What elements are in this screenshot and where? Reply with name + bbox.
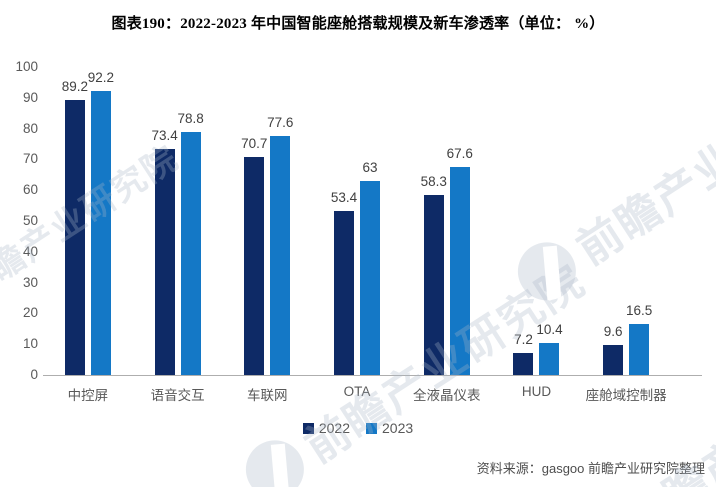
bar-2023-OTA: 63	[360, 160, 381, 375]
x-axis-label-全液晶仪表: 全液晶仪表	[412, 388, 481, 403]
x-axis-label-座舱域控制器: 座舱域控制器	[585, 388, 667, 403]
bar-value-label: 7.2	[514, 331, 533, 347]
bar-group-HUD: 7.2 10.4	[492, 67, 582, 375]
bar-value-label: 78.8	[177, 111, 204, 127]
bar-2023-语音交互: 78.8	[177, 111, 204, 375]
y-axis-tick-label: 40	[22, 243, 38, 259]
plot-area: 89.2 92.2 73.4 78.8 70.7 77.6 53.4 63 58.3 67.6 7.…	[43, 67, 671, 375]
legend-item-2023: 2023	[366, 420, 413, 436]
bar-2022-OTA: 53.4	[331, 190, 357, 375]
bar-2023-全液晶仪表: 67.6	[447, 146, 473, 375]
watermark-logo-icon	[234, 429, 316, 487]
bar-2023-中控屏: 92.2	[88, 70, 114, 375]
y-axis-tick-label: 30	[22, 274, 38, 290]
y-axis-tick-label: 20	[22, 305, 38, 321]
bar-group-语音交互: 73.4 78.8	[133, 67, 223, 375]
y-axis-tick-label: 50	[22, 213, 38, 228]
chart-title: 图表190：2022-2023 年中国智能座舱搭载规模及新车渗透率（单位： %）	[111, 16, 605, 32]
bar-value-label: 10.4	[536, 321, 563, 337]
bar-chart: 0 10 20 30 40 50 60 70 80 90 100 89.2 92.2 73.4 78.8 7…	[0, 55, 716, 415]
x-axis-line	[43, 375, 702, 376]
bar-value-label: 70.7	[241, 136, 268, 152]
legend-item-2022: 2022	[302, 420, 350, 436]
y-axis-tick-label: 90	[22, 89, 38, 105]
bar-value-label: 58.3	[420, 174, 447, 190]
bar-value-label: 53.4	[330, 189, 358, 205]
legend-label: 2022	[318, 420, 350, 436]
bar-value-label: 9.6	[603, 324, 623, 340]
legend: 2022 2023	[0, 420, 716, 436]
bar-2022-全液晶仪表: 58.3	[421, 174, 447, 375]
y-axis-tick-label: 80	[22, 120, 38, 136]
bar-2022-语音交互: 73.4	[151, 128, 178, 375]
legend-label: 2023	[382, 420, 414, 436]
bar-2022-车联网: 70.7	[241, 136, 267, 375]
bar-2023-座舱域控制器: 16.5	[626, 303, 652, 375]
x-axis-label-OTA: OTA	[343, 384, 371, 399]
bar-2023-车联网: 77.6	[267, 115, 293, 375]
x-axis-label-语音交互: 语音交互	[150, 388, 205, 403]
bar-value-label: 89.2	[61, 79, 88, 95]
y-axis-tick-label: 0	[30, 367, 38, 382]
bar-group-车联网: 70.7 77.6	[222, 67, 312, 375]
bar-value-label: 73.4	[151, 127, 178, 143]
x-axis-label-HUD: HUD	[521, 384, 552, 399]
y-axis-tick-label: 10	[22, 336, 38, 352]
bar-2022-座舱域控制器: 9.6	[603, 324, 624, 375]
bar-value-label: 63	[362, 159, 378, 175]
y-axis-tick-label: 70	[22, 151, 38, 167]
bar-group-全液晶仪表: 58.3 67.6	[402, 67, 492, 375]
bar-group-OTA: 53.4 63	[312, 67, 402, 375]
legend-swatch-icon	[302, 422, 314, 434]
legend-swatch-icon	[366, 422, 377, 434]
x-axis-label-中控屏: 中控屏	[67, 388, 109, 403]
bar-2022-中控屏: 89.2	[62, 79, 88, 375]
y-axis-tick-label: 100	[15, 59, 38, 74]
y-axis-tick-label: 60	[22, 182, 38, 198]
bar-value-label: 77.6	[267, 115, 294, 130]
bar-2023-HUD: 10.4	[536, 322, 563, 375]
x-axis-labels: 中控屏 语音交互 车联网 OTA 全液晶仪表 HUD 座舱域控制器	[43, 384, 671, 404]
source-note: 资料来源：gasgoo 前瞻产业研究院整理	[476, 461, 705, 476]
bar-value-label: 92.2	[87, 70, 114, 86]
bar-2022-HUD: 7.2	[513, 332, 534, 375]
x-axis-label-车联网: 车联网	[247, 388, 288, 403]
bar-group-中控屏: 89.2 92.2	[43, 67, 133, 375]
bar-value-label: 67.6	[446, 145, 473, 161]
bar-value-label: 16.5	[626, 303, 653, 319]
bar-group-座舱域控制器: 9.6 16.5	[581, 67, 671, 375]
